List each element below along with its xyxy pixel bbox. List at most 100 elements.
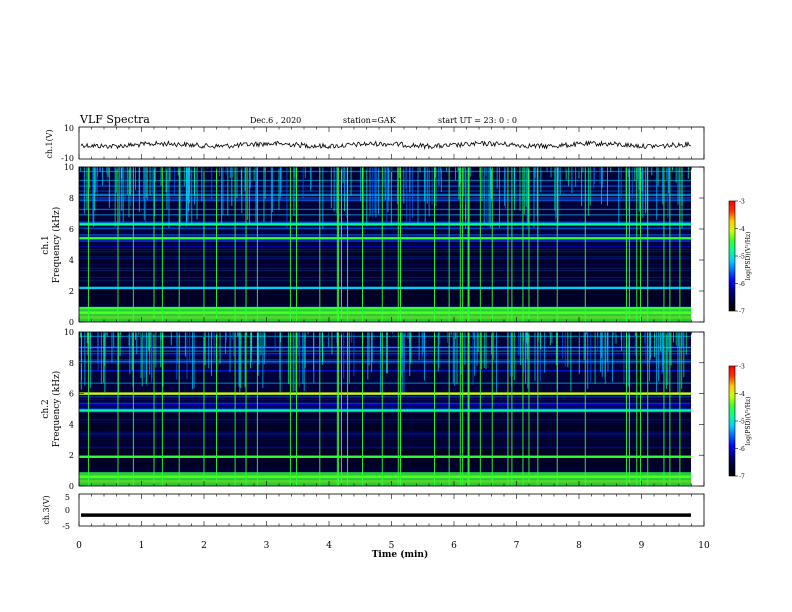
noise-column	[211, 332, 213, 339]
noise-column	[682, 332, 684, 349]
noise-column	[249, 167, 251, 189]
noise-column	[681, 332, 683, 389]
noise-column	[446, 167, 448, 171]
noise-column	[587, 332, 589, 389]
noise-column	[458, 167, 460, 200]
noise-column	[644, 332, 646, 344]
noise-column	[280, 167, 282, 180]
noise-column	[464, 332, 466, 365]
noise-column	[601, 332, 603, 359]
time-axis-tick-label: 5	[389, 541, 395, 551]
noise-column	[145, 167, 147, 198]
colorbar-tick-label: -4	[739, 226, 745, 233]
noise-column	[154, 167, 156, 183]
noise-column	[251, 332, 253, 353]
ch1-waveform-line	[80, 140, 692, 150]
noise-column	[476, 332, 478, 366]
noise-column	[191, 167, 193, 225]
noise-band	[79, 227, 691, 229]
noise-column	[302, 332, 304, 385]
noise-column	[472, 332, 474, 385]
noise-column	[440, 167, 442, 181]
y-tick-label: 4	[69, 420, 74, 429]
noise-column	[627, 167, 629, 178]
noise-column	[437, 332, 439, 372]
noise-column	[594, 332, 596, 384]
noise-column	[583, 332, 585, 360]
noise-column	[350, 167, 352, 196]
noise-column	[493, 332, 495, 360]
noise-column	[638, 167, 640, 190]
noise-column	[687, 167, 689, 179]
noise-column	[488, 167, 490, 223]
noise-band	[79, 360, 691, 363]
noise-column	[549, 332, 551, 346]
noise-column	[374, 167, 376, 213]
noise-column	[121, 167, 123, 211]
ch2-spectrogram-ticks: 0 2 4 6 8 10	[64, 328, 705, 491]
noise-column	[313, 332, 315, 384]
noise-column	[368, 332, 370, 366]
noise-column	[526, 167, 528, 229]
noise-column	[256, 167, 258, 209]
noise-column	[136, 332, 138, 355]
noise-column	[667, 167, 669, 218]
y-tick-label: 0	[69, 482, 74, 491]
noise-column	[392, 332, 394, 334]
noise-column	[129, 167, 131, 194]
emission-band	[79, 409, 691, 412]
low-frequency-strip	[79, 472, 691, 486]
noise-column	[179, 167, 181, 227]
noise-band	[79, 354, 691, 356]
noise-column	[496, 167, 498, 189]
ch3-waveform-ticks	[78, 494, 705, 526]
noise-column	[304, 167, 306, 178]
noise-column	[342, 167, 344, 184]
noise-column	[659, 332, 661, 351]
noise-column	[108, 167, 110, 208]
noise-column	[89, 332, 91, 389]
noise-column	[651, 167, 653, 176]
noise-column	[189, 332, 191, 362]
noise-column	[383, 167, 385, 187]
noise-column	[128, 332, 130, 341]
noise-column	[533, 167, 535, 228]
noise-column	[613, 332, 615, 336]
noise-column	[366, 167, 368, 227]
noise-column	[435, 167, 437, 206]
noise-column	[168, 167, 170, 228]
colorbar-tick-label: -6	[739, 446, 745, 453]
noise-column	[527, 167, 529, 226]
ch1-waveform-panel: 10 -10 ch.1(V)	[45, 124, 705, 163]
y-tick-label: 2	[69, 451, 74, 460]
noise-column	[375, 167, 377, 186]
noise-column	[621, 332, 623, 351]
noise-column	[93, 167, 95, 227]
noise-column	[670, 332, 672, 366]
noise-column	[658, 332, 660, 382]
noise-column	[489, 167, 491, 228]
time-axis-tick-label: 0	[76, 541, 82, 551]
noise-column	[186, 167, 188, 200]
noise-column	[634, 167, 636, 181]
noise-column	[673, 332, 675, 343]
noise-column	[176, 332, 178, 380]
noise-column	[274, 332, 276, 352]
noise-column	[296, 332, 298, 349]
noise-column	[631, 167, 633, 198]
y-tick-label: 6	[69, 225, 74, 234]
noise-column	[544, 332, 546, 373]
noise-column	[454, 332, 456, 340]
noise-column	[607, 167, 609, 206]
noise-column	[292, 332, 294, 392]
noise-column	[571, 167, 573, 194]
time-axis-tick-label: 7	[514, 541, 520, 551]
noise-column	[371, 332, 373, 363]
ch1-spectrogram-ylabel-frequency: Frequency (kHz)	[51, 207, 62, 284]
noise-column	[548, 332, 550, 334]
noise-column	[398, 167, 400, 179]
noise-column	[362, 167, 364, 225]
noise-column	[526, 332, 528, 342]
